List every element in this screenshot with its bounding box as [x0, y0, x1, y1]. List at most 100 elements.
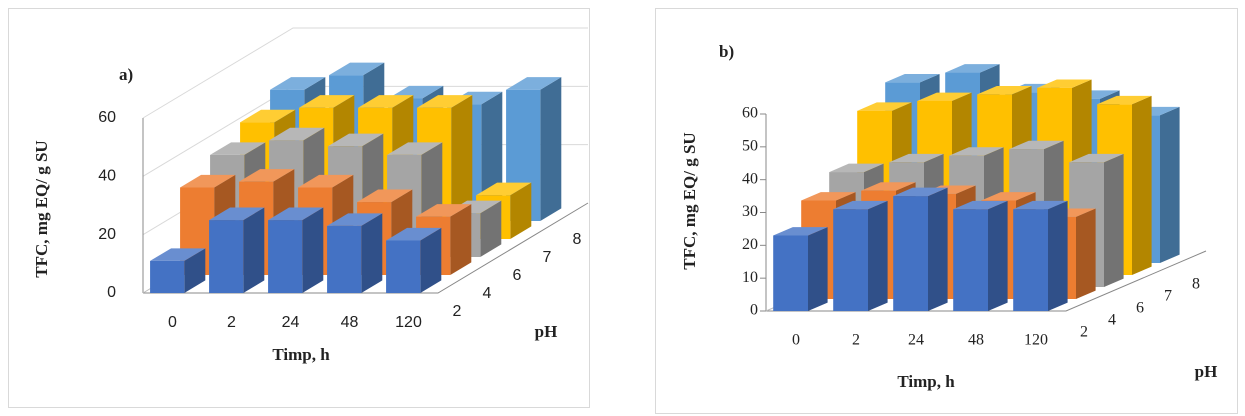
bar-top [357, 189, 413, 203]
bar-side [1160, 106, 1180, 263]
bar-top [1069, 153, 1124, 163]
y-tick-label: 20 [98, 226, 116, 243]
bar-side [988, 200, 1008, 311]
bar-top [889, 153, 944, 163]
bar-top [506, 77, 562, 90]
z-tick-label: 8 [573, 231, 582, 248]
x-axis-title: Timp, h [272, 345, 330, 364]
bar-side [868, 200, 888, 311]
z-tick-label: 2 [1080, 324, 1088, 341]
bar-side [1132, 95, 1152, 275]
bar-top [240, 109, 296, 123]
z-tick-label: 8 [1192, 276, 1200, 293]
bar-top [269, 127, 325, 141]
bar-top [1009, 140, 1064, 150]
y-tick-label: 50 [742, 138, 758, 155]
z-tick-label: 6 [1136, 300, 1144, 317]
bar-side [1076, 208, 1096, 299]
x-tick-label: 120 [395, 314, 422, 331]
bar-side [808, 227, 828, 311]
x-tick-label: 24 [282, 314, 300, 331]
bar-top [1037, 79, 1092, 88]
bar-top [953, 200, 1008, 210]
bar-top [209, 207, 265, 221]
bar-top [299, 95, 355, 108]
bar-side [420, 227, 442, 293]
bar-top [180, 174, 236, 188]
bar-top [977, 86, 1032, 95]
bar-top [327, 213, 383, 226]
bar-side [540, 77, 562, 222]
bar-top [917, 92, 972, 101]
bar-top [268, 207, 324, 221]
bar-top [386, 227, 442, 241]
bar-top [358, 95, 414, 108]
bar-top [387, 142, 443, 155]
x-tick-label: 120 [1024, 332, 1048, 349]
y-tick-label: 30 [742, 203, 758, 220]
bar-top [949, 147, 1004, 156]
bar-top [801, 192, 856, 201]
z-tick-label: 2 [453, 303, 462, 320]
z-axis-title: pH [535, 322, 558, 341]
bar-side [184, 248, 206, 293]
panel-label: b) [719, 42, 734, 61]
x-tick-label: 2 [852, 332, 860, 349]
x-axis-title: Timp, h [897, 372, 955, 391]
bar-top [857, 102, 912, 111]
x-tick-label: 48 [968, 332, 984, 349]
z-tick-label: 4 [483, 285, 492, 302]
bar [268, 220, 303, 293]
bar-side [928, 187, 948, 311]
y-tick-label: 20 [742, 236, 758, 253]
bar [1013, 209, 1048, 311]
y-axis-title: TFC, mg EQ/ g SU [32, 140, 51, 277]
bar-top [1013, 200, 1068, 210]
z-tick-label: 7 [1164, 288, 1172, 305]
panel-label: a) [119, 65, 133, 84]
bar-side [450, 204, 472, 275]
bar-side [1104, 153, 1124, 287]
bar-top [239, 169, 295, 182]
bar-top [329, 62, 385, 76]
bar-top [417, 95, 473, 108]
x-tick-label: 0 [168, 314, 177, 331]
bar-side [480, 200, 502, 257]
z-tick-label: 7 [543, 249, 552, 266]
bar [833, 209, 868, 311]
bar-top [885, 74, 940, 83]
bar-top [270, 77, 326, 90]
bar-top [981, 192, 1036, 201]
z-tick-label: 4 [1108, 312, 1116, 329]
x-tick-label: 24 [908, 332, 924, 349]
y-axis-title: TFC, mg EQ/ g SU [680, 132, 699, 269]
bar-top [861, 182, 916, 191]
bar-top [945, 64, 1000, 73]
bar-top [833, 200, 888, 210]
x-tick-label: 0 [792, 332, 800, 349]
bar [773, 235, 808, 311]
y-tick-label: 10 [742, 269, 758, 286]
bar-top [328, 133, 384, 147]
y-tick-label: 0 [750, 302, 758, 319]
bar [209, 220, 244, 293]
y-tick-label: 40 [742, 170, 758, 187]
grid-line [142, 27, 588, 119]
bar [386, 240, 421, 293]
bar-top [210, 142, 266, 155]
bar-top [298, 174, 354, 188]
x-tick-label: 2 [227, 314, 236, 331]
x-tick-label: 48 [341, 314, 359, 331]
bar-top [416, 204, 472, 217]
bar-top [150, 248, 206, 261]
bar [327, 225, 362, 293]
bar-side [243, 207, 265, 293]
bar-top [829, 163, 884, 173]
z-tick-label: 6 [513, 267, 522, 284]
bar-top [893, 187, 948, 197]
y-tick-label: 60 [98, 109, 116, 126]
bar-top [476, 182, 532, 196]
